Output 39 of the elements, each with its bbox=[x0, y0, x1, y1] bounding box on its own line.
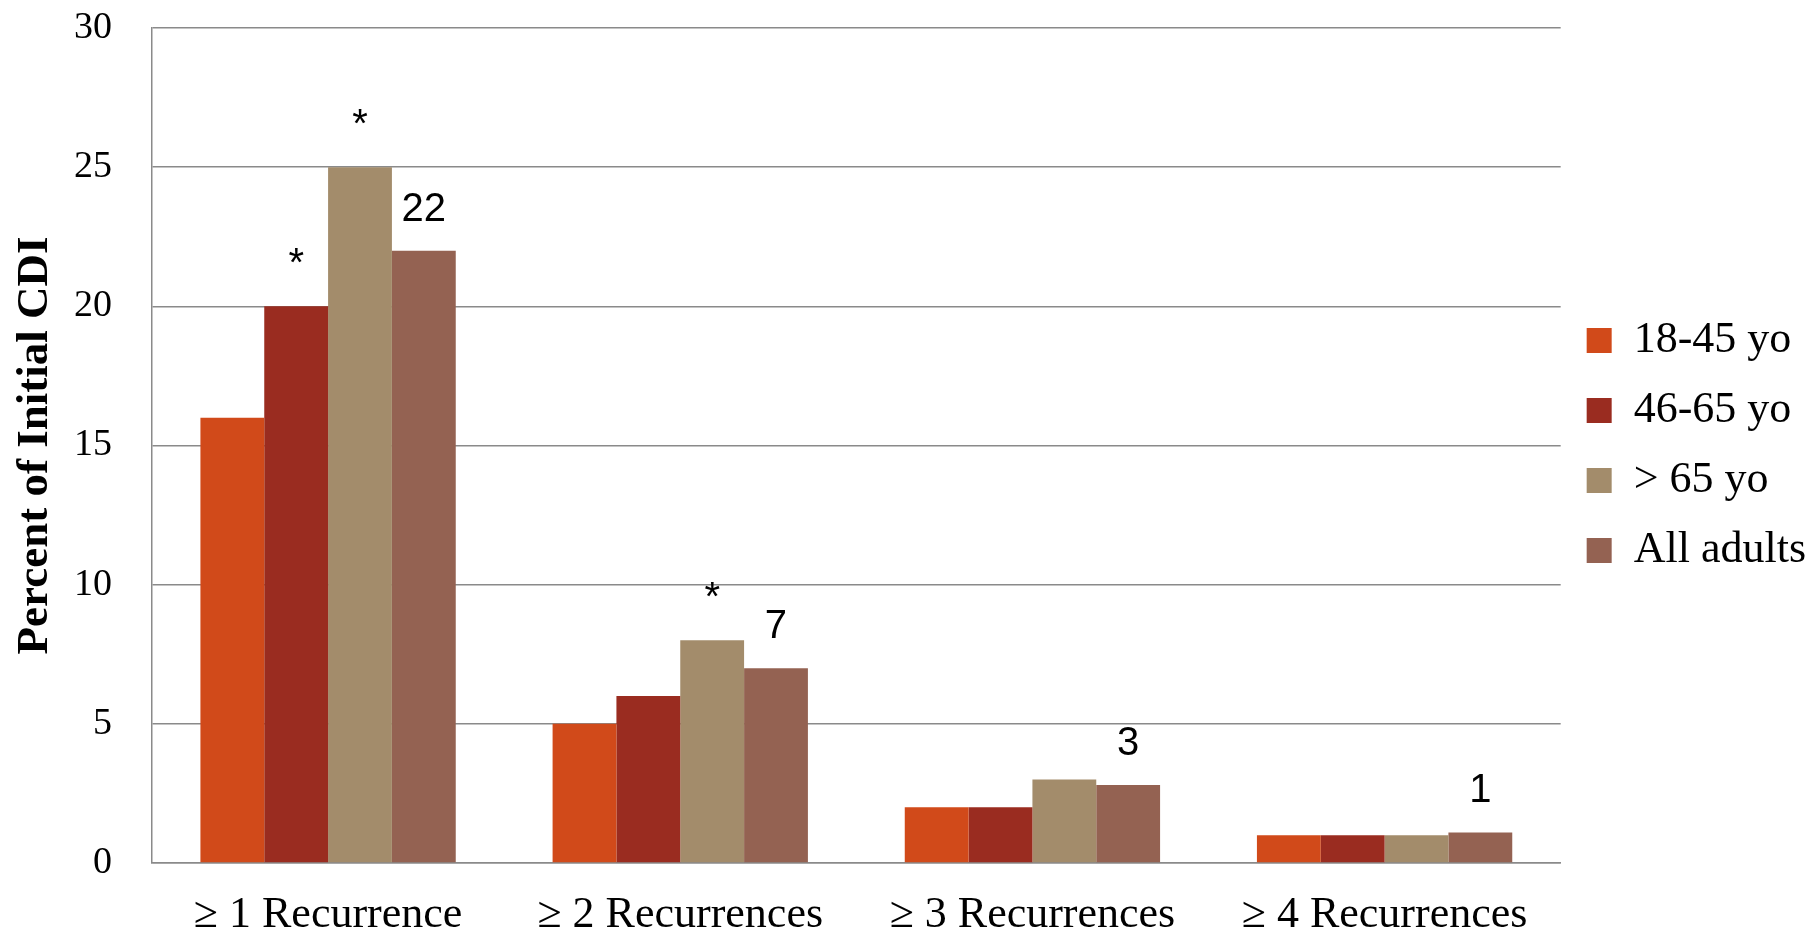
x-tick-label: ≥ 4 Recurrences bbox=[1241, 887, 1528, 936]
bar bbox=[1032, 779, 1097, 863]
y-axis-title: Percent of Initial CDI bbox=[6, 236, 57, 655]
legend-label: 46-65 yo bbox=[1633, 383, 1792, 433]
bar bbox=[1384, 835, 1449, 863]
x-tick-label: ≥ 1 Recurrence bbox=[193, 887, 463, 936]
data-label: 7 bbox=[764, 602, 788, 647]
legend-label: 18-45 yo bbox=[1633, 313, 1792, 363]
data-label: 1 bbox=[1469, 766, 1492, 811]
x-tick-label: ≥ 2 Recurrences bbox=[537, 887, 824, 936]
data-label: 22 bbox=[401, 184, 447, 229]
y-tick-label: 30 bbox=[74, 3, 112, 46]
bar bbox=[744, 668, 808, 863]
y-tick-label: 25 bbox=[74, 143, 112, 186]
x-tick-label: ≥ 3 Recurrences bbox=[889, 887, 1176, 936]
y-tick-label: 15 bbox=[74, 421, 112, 464]
y-tick-label: 10 bbox=[74, 560, 112, 603]
data-label: 3 bbox=[1117, 719, 1140, 764]
bar bbox=[968, 807, 1033, 863]
bar bbox=[552, 723, 617, 863]
bar bbox=[1448, 832, 1513, 863]
y-tick-label: 20 bbox=[74, 282, 112, 325]
bar bbox=[680, 640, 745, 863]
bar bbox=[616, 696, 681, 863]
bar bbox=[1320, 835, 1385, 863]
legend-label: All adults bbox=[1633, 523, 1806, 573]
bar bbox=[328, 167, 392, 863]
bar bbox=[200, 417, 265, 863]
bar bbox=[264, 306, 329, 863]
legend-label: > 65 yo bbox=[1633, 453, 1769, 503]
bar bbox=[1096, 785, 1161, 863]
y-tick-label: 0 bbox=[93, 838, 112, 881]
data-label: * bbox=[352, 101, 368, 146]
bar bbox=[1256, 835, 1321, 863]
data-label: * bbox=[704, 574, 720, 619]
bar bbox=[391, 250, 456, 863]
y-tick-label: 5 bbox=[93, 699, 112, 742]
data-label: * bbox=[288, 240, 304, 285]
bar bbox=[904, 807, 969, 863]
